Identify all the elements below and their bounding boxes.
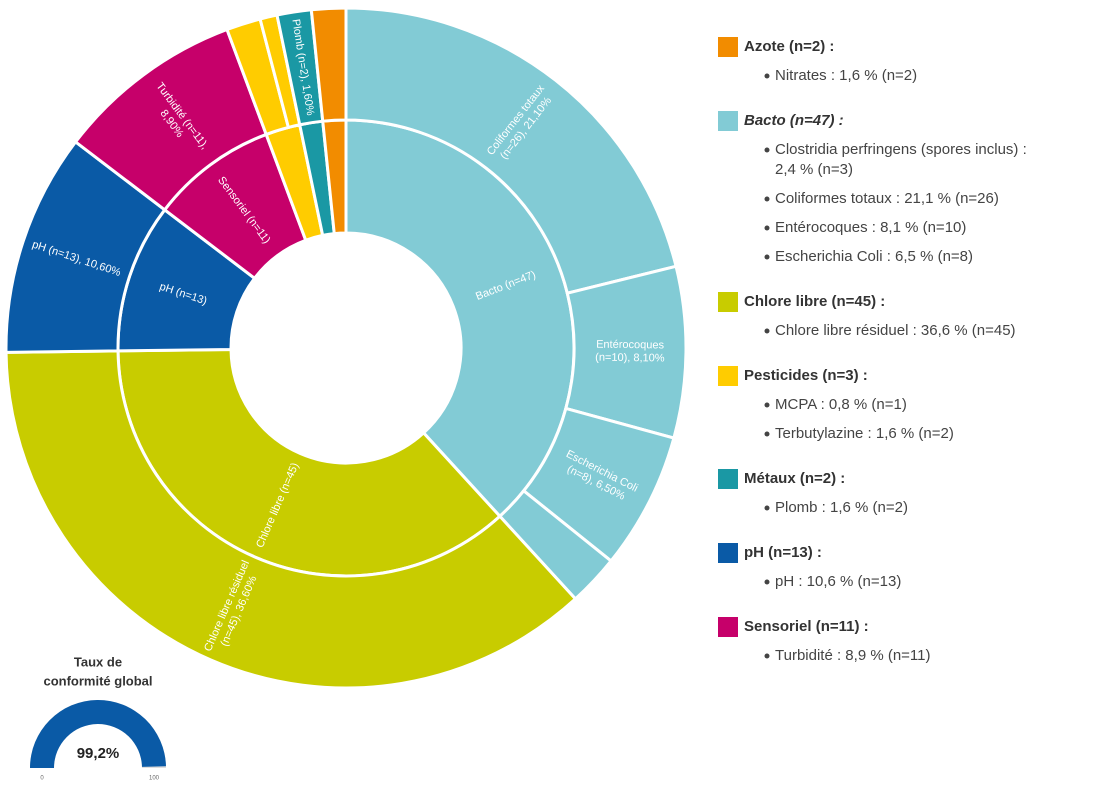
legend-item: Terbutylazine : 1,6 % (n=2) bbox=[775, 425, 954, 442]
legend-swatch bbox=[718, 37, 738, 57]
legend-item: 2,4 % (n=3) bbox=[775, 161, 853, 178]
gauge-bar bbox=[30, 699, 166, 768]
gauge-title: conformité global bbox=[43, 673, 152, 688]
legend-title: Sensoriel (n=11) : bbox=[744, 618, 869, 635]
legend-item: pH : 10,6 % (n=13) bbox=[775, 573, 901, 590]
legend-item: Turbidité : 8,9 % (n=11) bbox=[775, 647, 931, 664]
legend-bullet bbox=[764, 431, 770, 437]
legend-swatch bbox=[718, 469, 738, 489]
legend-item: Nitrates : 1,6 % (n=2) bbox=[775, 67, 917, 84]
legend-bullet bbox=[764, 328, 770, 334]
legend-item: Clostridia perfringens (spores inclus) : bbox=[775, 141, 1027, 158]
legend-item: Entérocoques : 8,1 % (n=10) bbox=[775, 219, 966, 236]
legend-title: Chlore libre (n=45) : bbox=[744, 293, 885, 310]
legend-swatch bbox=[718, 111, 738, 131]
legend-swatch bbox=[718, 292, 738, 312]
legend-bullet bbox=[764, 505, 770, 511]
gauge-value: 99,2% bbox=[77, 745, 120, 762]
legend-bullet bbox=[764, 402, 770, 408]
slice-label: Entérocoques(n=10), 8,10% bbox=[595, 339, 665, 365]
slice-label-line: Entérocoques bbox=[596, 339, 665, 352]
slice-label-line: (n=10), 8,10% bbox=[595, 352, 665, 365]
gauge-max: 100 bbox=[149, 776, 160, 782]
legend-bullet bbox=[764, 225, 770, 231]
legend-bullet bbox=[764, 579, 770, 585]
legend-item: Chlore libre résiduel : 36,6 % (n=45) bbox=[775, 322, 1016, 339]
gauge-title: Taux de bbox=[74, 654, 122, 669]
outer-slice bbox=[344, 6, 678, 296]
legend-title: Pesticides (n=3) : bbox=[744, 367, 868, 384]
legend-item: Coliformes totaux : 21,1 % (n=26) bbox=[775, 190, 999, 207]
legend-bullet bbox=[764, 653, 770, 659]
legend-bullet bbox=[764, 196, 770, 202]
outer-slice bbox=[4, 349, 578, 690]
legend-swatch bbox=[718, 366, 738, 386]
legend-title: Métaux (n=2) : bbox=[744, 470, 845, 487]
legend-bullet bbox=[764, 147, 770, 153]
legend-title: Bacto (n=47) : bbox=[744, 112, 844, 129]
outer-slice bbox=[309, 6, 348, 123]
legend-item: Escherichia Coli : 6,5 % (n=8) bbox=[775, 248, 973, 265]
legend-title: Azote (n=2) : bbox=[744, 38, 834, 55]
gauge-min: 0 bbox=[40, 776, 44, 782]
legend-bullet bbox=[764, 73, 770, 79]
legend-bullet bbox=[764, 254, 770, 260]
legend-swatch bbox=[718, 543, 738, 563]
legend-swatch bbox=[718, 617, 738, 637]
legend-item: MCPA : 0,8 % (n=1) bbox=[775, 396, 907, 413]
legend-title: pH (n=13) : bbox=[744, 544, 822, 561]
legend-item: Plomb : 1,6 % (n=2) bbox=[775, 499, 908, 516]
